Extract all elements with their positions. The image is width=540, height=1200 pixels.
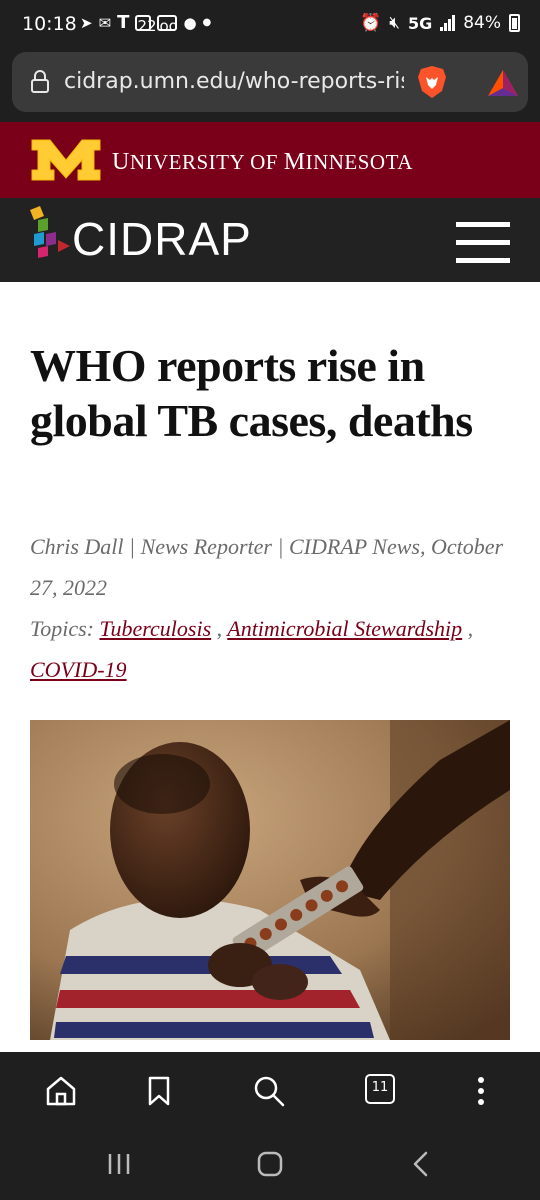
back-icon[interactable]	[404, 1148, 438, 1180]
system-icons: ⏰ 🔇︎ 5G 84%	[360, 13, 520, 33]
bookmark-icon[interactable]	[142, 1074, 176, 1108]
cidrap-logo-mark[interactable]	[28, 204, 72, 260]
alarm-icon: ⏰	[360, 13, 382, 33]
search-icon[interactable]	[252, 1074, 286, 1108]
topics-label: Topics:	[30, 616, 94, 641]
hamburger-menu-icon[interactable]	[456, 222, 510, 264]
battery-icon	[509, 14, 520, 32]
send-icon: ➤	[80, 14, 93, 32]
home-button-icon[interactable]	[253, 1148, 287, 1180]
brave-rewards-icon[interactable]	[486, 68, 520, 98]
t-mobile-icon: T	[117, 12, 130, 33]
calendar-22-icon: 22	[135, 15, 157, 35]
university-name[interactable]: UNIVERSITY OF MINNESOTA	[112, 149, 413, 175]
reddit-icon: ●	[183, 14, 197, 32]
topic-link-antimicrobial-stewardship[interactable]: Antimicrobial Stewardship	[227, 616, 463, 641]
signal-icon	[440, 15, 456, 31]
system-navigation-bar	[0, 1128, 540, 1200]
status-time: 10:18	[22, 13, 77, 35]
recent-apps-icon[interactable]	[102, 1148, 136, 1180]
notification-icons: ➤ ✉ T 22 oo ● ●	[80, 12, 212, 36]
topic-link-covid-19[interactable]: COVID-19	[30, 657, 127, 682]
site-header: CIDRAP	[0, 198, 540, 282]
tab-switcher-button[interactable]: 11	[365, 1074, 395, 1104]
browser-toolbar: cidrap.umn.edu/who-reports-rise-in-globa…	[0, 48, 540, 122]
article-headline: WHO reports rise in global TB cases, dea…	[30, 340, 473, 446]
brave-shields-icon[interactable]	[416, 65, 448, 99]
url-text[interactable]: cidrap.umn.edu/who-reports-rise-in-globa…	[64, 69, 404, 94]
home-icon[interactable]	[44, 1074, 78, 1108]
article-topics: Topics: Tuberculosis , Antimicrobial Ste…	[30, 616, 474, 682]
article-byline: Chris Dall | News Reporter | CIDRAP News…	[30, 534, 504, 600]
voicemail-icon: oo	[157, 15, 178, 35]
mute-icon: 🔇︎	[389, 13, 400, 33]
topic-link-tuberculosis[interactable]: Tuberculosis	[99, 616, 212, 641]
umn-block-m-logo[interactable]	[30, 138, 102, 182]
mail-icon: ✉	[98, 14, 112, 32]
umn-banner[interactable]: UNIVERSITY OF MINNESOTA	[0, 122, 540, 198]
lock-icon[interactable]	[30, 70, 50, 94]
article-photo	[30, 720, 510, 1040]
status-bar: 10:18 ➤ ✉ T 22 oo ● ● ⏰ 🔇︎ 5G 84%	[0, 0, 540, 48]
battery-percent: 84%	[463, 13, 501, 33]
article: WHO reports rise in global TB cases, dea…	[0, 282, 540, 1052]
dot-icon: ●	[202, 17, 212, 28]
browser-bottom-toolbar: 11	[0, 1052, 540, 1128]
network-label: 5G	[407, 13, 433, 33]
more-options-icon[interactable]	[464, 1074, 498, 1108]
cidrap-wordmark[interactable]: CIDRAP	[72, 213, 252, 265]
address-bar[interactable]: cidrap.umn.edu/who-reports-rise-in-globa…	[12, 52, 528, 112]
